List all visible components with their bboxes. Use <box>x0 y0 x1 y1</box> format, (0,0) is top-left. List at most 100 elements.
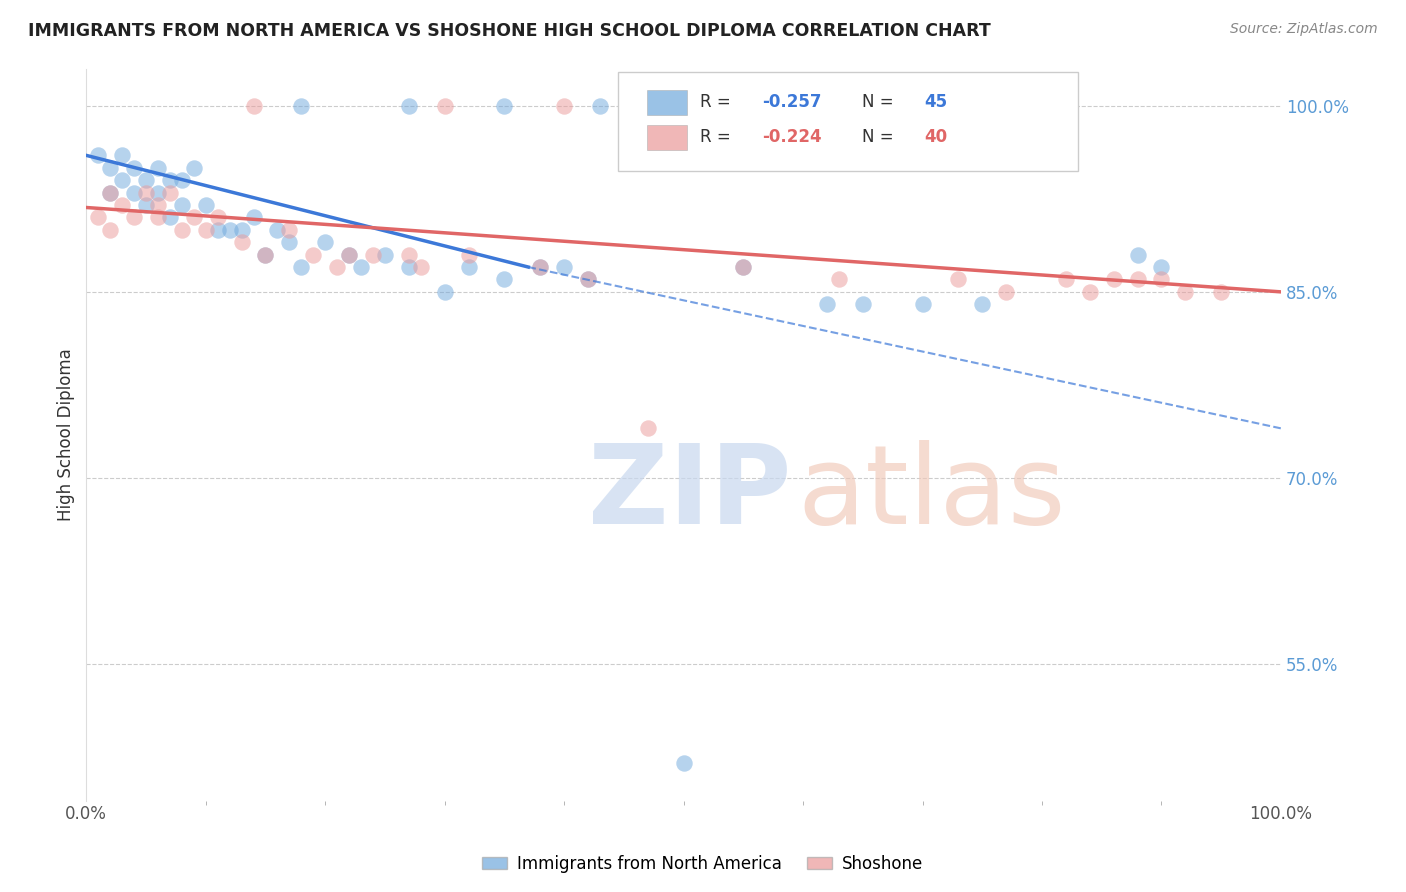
Point <box>111 148 134 162</box>
Point <box>98 186 121 200</box>
Text: IMMIGRANTS FROM NORTH AMERICA VS SHOSHONE HIGH SCHOOL DIPLOMA CORRELATION CHART: IMMIGRANTS FROM NORTH AMERICA VS SHOSHON… <box>28 22 991 40</box>
Point <box>433 285 456 299</box>
Legend: Immigrants from North America, Shoshone: Immigrants from North America, Shoshone <box>475 848 931 880</box>
Text: -0.224: -0.224 <box>762 128 823 146</box>
Text: 45: 45 <box>924 93 946 112</box>
Text: N =: N = <box>862 93 898 112</box>
Point <box>194 198 217 212</box>
Point <box>1150 260 1173 274</box>
Point <box>183 211 205 225</box>
Point <box>756 99 779 113</box>
Point <box>1054 272 1077 286</box>
Point <box>170 223 193 237</box>
Point <box>398 260 420 274</box>
Point <box>111 173 134 187</box>
Point <box>553 99 575 113</box>
Point <box>553 260 575 274</box>
Point <box>290 99 312 113</box>
Point <box>972 297 994 311</box>
Point <box>457 247 479 261</box>
FancyBboxPatch shape <box>617 72 1078 171</box>
Point <box>159 186 181 200</box>
Point <box>733 260 755 274</box>
Point <box>433 99 456 113</box>
Point <box>863 99 886 113</box>
Point <box>122 211 145 225</box>
Point <box>494 99 516 113</box>
Point <box>266 223 288 237</box>
Point <box>242 99 264 113</box>
Point <box>146 186 169 200</box>
Point <box>135 198 157 212</box>
Point <box>398 247 420 261</box>
Point <box>135 186 157 200</box>
Point <box>852 297 875 311</box>
Point <box>98 223 121 237</box>
Point <box>361 247 384 261</box>
Point <box>170 198 193 212</box>
Point <box>231 223 253 237</box>
Point <box>1126 247 1149 261</box>
Point <box>122 161 145 175</box>
FancyBboxPatch shape <box>647 125 688 150</box>
Text: R =: R = <box>700 128 737 146</box>
Point <box>135 173 157 187</box>
Point <box>815 297 838 311</box>
Point <box>87 211 110 225</box>
Point <box>589 99 612 113</box>
Point <box>218 223 240 237</box>
Point <box>290 260 312 274</box>
Y-axis label: High School Diploma: High School Diploma <box>58 348 75 521</box>
Point <box>183 161 205 175</box>
Point <box>1078 285 1101 299</box>
Point <box>111 198 134 212</box>
Point <box>98 186 121 200</box>
Point <box>170 173 193 187</box>
Point <box>242 211 264 225</box>
Point <box>1150 272 1173 286</box>
Point <box>637 99 659 113</box>
Point <box>576 272 599 286</box>
Point <box>529 260 551 274</box>
Point <box>457 260 479 274</box>
Point <box>207 223 229 237</box>
Point <box>911 297 934 311</box>
Point <box>900 99 922 113</box>
Point <box>672 756 695 771</box>
Point <box>337 247 360 261</box>
Point <box>159 173 181 187</box>
Point <box>337 247 360 261</box>
Text: R =: R = <box>700 93 737 112</box>
Text: -0.257: -0.257 <box>762 93 823 112</box>
Point <box>709 99 731 113</box>
Point <box>146 161 169 175</box>
Point <box>254 247 277 261</box>
Text: N =: N = <box>862 128 898 146</box>
FancyBboxPatch shape <box>647 90 688 115</box>
Point <box>350 260 373 274</box>
Point <box>1174 285 1197 299</box>
Point <box>254 247 277 261</box>
Point <box>828 272 851 286</box>
Point <box>733 260 755 274</box>
Text: atlas: atlas <box>797 440 1066 547</box>
Point <box>207 211 229 225</box>
Text: ZIP: ZIP <box>588 440 792 547</box>
Point <box>398 99 420 113</box>
Point <box>409 260 432 274</box>
Point <box>98 161 121 175</box>
Point <box>768 99 790 113</box>
Point <box>948 272 970 286</box>
Point <box>194 223 217 237</box>
Point <box>146 211 169 225</box>
Point <box>278 223 301 237</box>
Point <box>576 272 599 286</box>
Point <box>494 272 516 286</box>
Point <box>231 235 253 250</box>
Point <box>314 235 336 250</box>
Point <box>995 285 1018 299</box>
Text: Source: ZipAtlas.com: Source: ZipAtlas.com <box>1230 22 1378 37</box>
Point <box>1102 272 1125 286</box>
Point <box>672 99 695 113</box>
Point <box>122 186 145 200</box>
